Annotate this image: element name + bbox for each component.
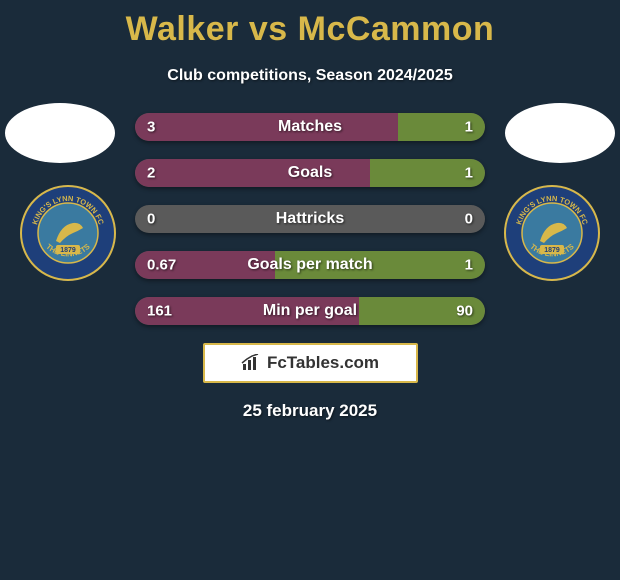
svg-text:1879: 1879 — [60, 247, 76, 254]
stat-value-right: 1 — [465, 165, 473, 182]
stats-section: KING'S LYNN TOWN FC THE LINNETS 1879 KIN… — [0, 113, 620, 325]
date: 25 february 2025 — [0, 401, 620, 421]
stat-row: 2Goals1 — [135, 159, 485, 187]
stat-row: 3Matches1 — [135, 113, 485, 141]
stat-value-right: 1 — [465, 257, 473, 274]
brand-text: FcTables.com — [241, 353, 379, 373]
stat-row: 0.67Goals per match1 — [135, 251, 485, 279]
stat-value-right: 1 — [465, 119, 473, 136]
stat-label: Goals per match — [135, 256, 485, 274]
brand-label: FcTables.com — [267, 353, 379, 373]
stat-value-right: 90 — [456, 303, 473, 320]
stat-label: Matches — [135, 118, 485, 136]
crest-icon: KING'S LYNN TOWN FC THE LINNETS 1879 — [18, 183, 118, 283]
club-crest-left: KING'S LYNN TOWN FC THE LINNETS 1879 — [18, 183, 118, 283]
chart-icon — [241, 354, 263, 372]
stat-row: 161Min per goal90 — [135, 297, 485, 325]
stat-row: 0Hattricks0 — [135, 205, 485, 233]
stat-label: Min per goal — [135, 302, 485, 320]
title: Walker vs McCammon — [0, 0, 620, 49]
comparison-card: Walker vs McCammon Club competitions, Se… — [0, 0, 620, 580]
player-avatar-left — [5, 103, 115, 163]
svg-text:1879: 1879 — [544, 247, 560, 254]
stat-value-right: 0 — [465, 211, 473, 228]
crest-icon: KING'S LYNN TOWN FC THE LINNETS 1879 — [502, 183, 602, 283]
stat-label: Hattricks — [135, 210, 485, 228]
stat-rows: 3Matches1 2Goals1 0Hattricks0 0.67Goals per… — [135, 113, 485, 325]
subtitle: Club competitions, Season 2024/2025 — [0, 67, 620, 85]
player-avatar-right — [505, 103, 615, 163]
stat-label: Goals — [135, 164, 485, 182]
club-crest-right: KING'S LYNN TOWN FC THE LINNETS 1879 — [502, 183, 602, 283]
brand-badge: FcTables.com — [203, 343, 418, 383]
